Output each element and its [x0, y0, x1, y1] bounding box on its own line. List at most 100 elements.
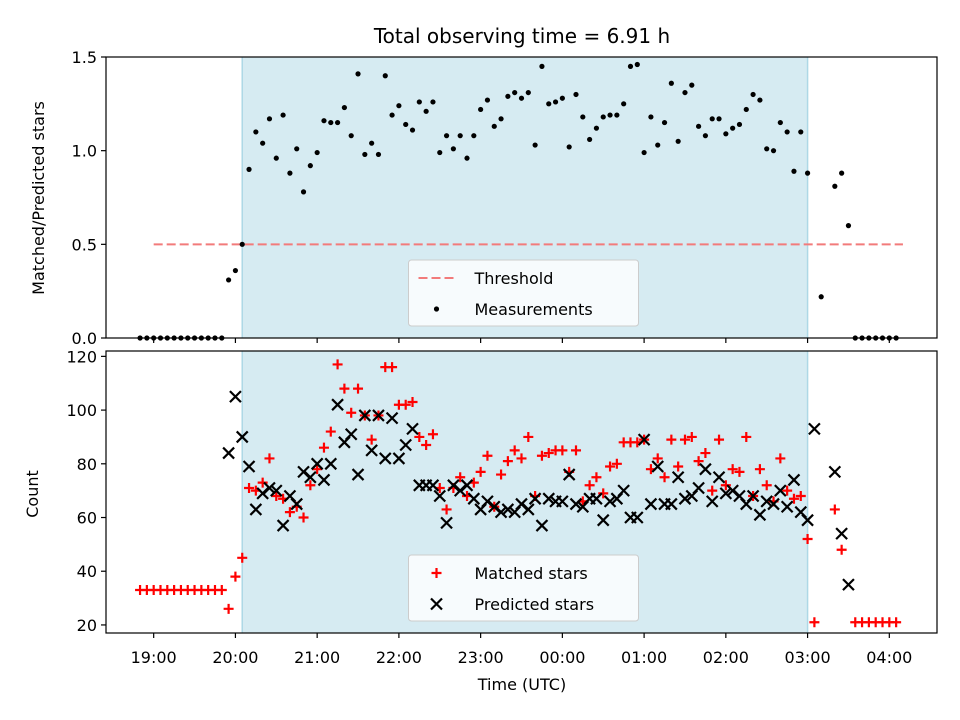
measurement-point: [423, 108, 429, 114]
predicted-stars-point: [603, 495, 617, 508]
measurement-point: [736, 121, 743, 128]
measurement-point: [573, 91, 579, 98]
measurement-point: [798, 129, 804, 135]
measurement-point: [253, 129, 259, 135]
matched-stars-point: [891, 617, 902, 628]
matched-stars-point: [332, 359, 343, 370]
x-tick-label: 00:00: [539, 648, 585, 667]
predicted-stars-point: [712, 470, 726, 484]
predicted-stars-point: [467, 492, 481, 505]
matched-stars-point: [414, 431, 425, 442]
predicted-stars-point: [426, 479, 440, 492]
matched-stars-point: [679, 434, 690, 445]
measurement-point: [300, 189, 307, 195]
bottom-y-tick-label: 60: [77, 509, 97, 528]
predicted-stars-point: [542, 492, 556, 505]
predicted-stars-point: [692, 481, 705, 495]
predicted-stars-point: [494, 505, 508, 519]
matched-stars-point: [584, 480, 595, 491]
bottom-legend: Matched stars Predicted stars: [408, 554, 639, 622]
matched-stars-point: [441, 504, 452, 515]
predicted-stars-point: [351, 468, 365, 481]
measurement-point: [614, 112, 620, 118]
bottom-axes-frame: [105, 350, 938, 634]
measurement-point: [804, 170, 811, 176]
top-y-tick-label: 0.0: [72, 329, 97, 348]
measurement-point: [491, 123, 497, 129]
matched-stars-point: [829, 504, 840, 515]
measurement-point: [682, 89, 688, 96]
matched-stars-point: [244, 482, 255, 493]
measurement-point: [532, 142, 538, 148]
matched-stars-point: [775, 453, 786, 464]
bottom-y-tick-label: 80: [77, 455, 97, 474]
predicted-stars-point: [276, 519, 290, 532]
predicted-stars-point: [556, 495, 569, 508]
measurement-point: [593, 125, 600, 131]
predicted-stars-point: [590, 492, 603, 505]
measurement-point: [730, 125, 736, 131]
predicted-stars-point: [842, 578, 855, 591]
predicted-stars-point: [331, 398, 344, 411]
legend-entry-label: Threshold: [474, 269, 554, 288]
predicted-stars-point: [528, 492, 542, 505]
matched-stars-point: [686, 431, 697, 442]
matched-stars-point: [502, 456, 513, 467]
predicted-stars-point: [304, 470, 317, 484]
matched-stars-point: [230, 571, 241, 582]
matched-stars-point: [700, 448, 711, 459]
predicted-stars-point: [535, 519, 549, 532]
predicted-stars-point: [562, 468, 576, 481]
measurement-point: [437, 149, 443, 156]
measurement-point: [403, 121, 409, 128]
measurement-point: [702, 133, 709, 139]
matched-stars-point: [591, 472, 602, 483]
top-axes-frame: [105, 56, 938, 339]
measurement-point: [627, 63, 634, 69]
legend-entry-label: Predicted stars: [475, 595, 595, 614]
predicted-stars-point: [637, 433, 651, 446]
measurement-point: [723, 131, 729, 137]
predicted-stars-point: [501, 503, 515, 516]
top-y-tick-label: 1.5: [72, 48, 97, 67]
measurement-point: [260, 140, 266, 146]
measurement-point: [498, 116, 504, 122]
measurement-point: [777, 119, 783, 126]
legend-entry-label: Matched stars: [475, 564, 588, 583]
matched-stars-point: [353, 383, 364, 394]
predicted-stars-point: [406, 422, 419, 436]
legend-predicted-stars-swatch: [430, 597, 443, 611]
measurement-point: [226, 277, 232, 283]
matched-stars-point: [400, 399, 411, 410]
x-tick-label: 02:00: [703, 648, 749, 667]
predicted-stars-point: [780, 500, 794, 514]
predicted-stars-point: [399, 438, 412, 452]
matched-stars-point: [346, 407, 357, 418]
measurement-point: [355, 71, 361, 77]
x-tick-label: 03:00: [785, 648, 831, 667]
measurement-point: [416, 99, 422, 105]
top-y-tick-label: 0.5: [72, 235, 97, 254]
predicted-stars-point: [460, 479, 474, 492]
matched-stars-point: [761, 480, 772, 491]
matched-stars-point: [455, 472, 466, 483]
measurement-point: [716, 116, 722, 122]
matched-stars-point: [714, 434, 725, 445]
predicted-stars-point: [699, 462, 712, 476]
matched-stars-point: [734, 466, 745, 477]
measurement-point: [552, 99, 559, 105]
x-tick-label: 22:00: [376, 648, 422, 667]
measurement-point: [757, 97, 763, 103]
top-subplot: 0.0 0.5 1.0 1.5 Threshold Measurements: [72, 48, 938, 348]
matched-stars-point: [312, 464, 323, 475]
bottom-y-axis-label: Count: [23, 470, 42, 518]
predicted-stars-point: [344, 427, 358, 441]
predicted-stars-point: [596, 513, 610, 527]
predicted-stars-point: [263, 481, 276, 495]
measurement-point: [600, 114, 606, 120]
matched-stars-point: [482, 450, 493, 461]
predicted-stars-point: [774, 484, 787, 497]
predicted-stars-point: [270, 484, 283, 497]
predicted-stars-point: [249, 503, 263, 516]
legend-measurements-swatch: [433, 306, 440, 312]
